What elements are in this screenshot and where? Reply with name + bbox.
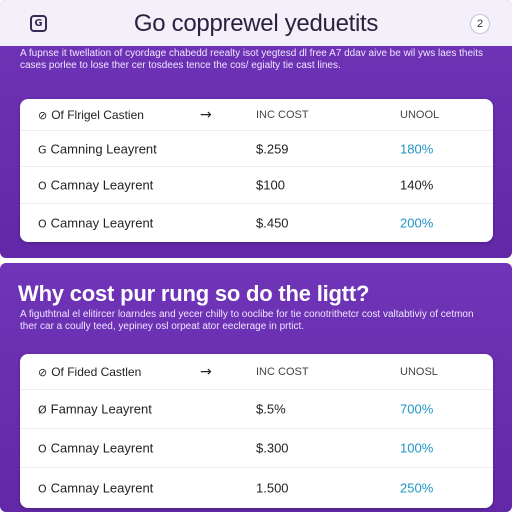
table-row[interactable]: O Camnay Leayrent 1.500 250% <box>20 468 493 508</box>
row-cost: $.450 <box>256 215 289 231</box>
row-name-cell: G Camning Leayrent <box>38 141 157 156</box>
column-header-name-label: Of Fided Castlen <box>51 364 142 379</box>
row-marker[interactable]: G <box>38 143 47 156</box>
row-name: Camnay Leayrent <box>50 215 154 231</box>
column-header-name[interactable]: ⊘ Of Flrigel Castien <box>38 108 144 122</box>
row-cost: $.300 <box>256 440 289 456</box>
row-pct: 140% <box>400 177 434 193</box>
row-name: Camnay Leayrent <box>50 440 154 456</box>
app-header: G Go copprewel yeduetits 2 <box>0 0 512 46</box>
row-marker[interactable]: Ø <box>38 403 47 417</box>
row-name-cell: O Camnay Leayrent <box>38 178 153 193</box>
row-cost: $100 <box>256 177 285 193</box>
row-name-cell: O Camnay Leayrent <box>38 481 153 496</box>
row-marker[interactable]: O <box>38 442 47 456</box>
row-cost: $.259 <box>256 141 289 156</box>
row-name-cell: Ø Famnay Leayrent <box>38 402 152 417</box>
cost-table: ⊘ Of Flrigel Castien → INC COST UNOOL G Ca… <box>20 99 493 242</box>
table-header-row: ⊘ Of Fided Castlen → INC COST UNOSL <box>20 354 493 390</box>
arrow-right-icon: → <box>200 106 212 123</box>
column-header-name[interactable]: ⊘ Of Fided Castlen <box>38 365 141 379</box>
row-name: Camnay Leayrent <box>50 177 154 193</box>
radio-icon: ⊘ <box>38 365 48 379</box>
section-heading: Why cost pur rung so do the ligtt? <box>18 281 370 306</box>
column-header-cost: INC COST <box>256 365 309 378</box>
row-pct: 100% <box>400 440 434 456</box>
bottom-panel: Why cost pur rung so do the ligtt? A fig… <box>0 263 512 512</box>
table-row[interactable]: Ø Famnay Leayrent $.5% 700% <box>20 390 493 429</box>
column-header-name-label: Of Flrigel Castien <box>51 107 144 122</box>
row-pct: 700% <box>400 401 434 417</box>
row-name: Camnay Leayrent <box>50 480 154 496</box>
row-cost: 1.500 <box>256 480 289 496</box>
intro-paragraph: A fupnse it twellation of cyordage chabe… <box>20 48 484 71</box>
row-pct: 200% <box>400 215 434 231</box>
radio-icon: ⊘ <box>38 108 48 122</box>
row-marker[interactable]: O <box>38 217 47 231</box>
table-row[interactable]: O Camnay Leayrent $.300 100% <box>20 429 493 468</box>
app-logo-icon[interactable]: G <box>30 15 47 32</box>
row-marker[interactable]: O <box>38 179 47 193</box>
row-name-cell: O Camnay Leayrent <box>38 216 153 231</box>
arrow-right-icon: → <box>200 363 212 380</box>
table-row[interactable]: O Camnay Leayrent $.450 200% <box>20 204 493 242</box>
table-header-row: ⊘ Of Flrigel Castien → INC COST UNOOL <box>20 99 493 131</box>
row-name-cell: O Camnay Leayrent <box>38 441 153 456</box>
column-header-pct: UNOSL <box>400 365 438 378</box>
row-name: Famnay Leayrent <box>50 401 152 417</box>
row-pct: 180% <box>400 141 434 156</box>
page-title: Go copprewel yeduetits <box>133 10 379 37</box>
table-row[interactable]: O Camnay Leayrent $100 140% <box>20 167 493 204</box>
column-header-pct: UNOOL <box>400 108 440 121</box>
row-name: Camning Leayrent <box>50 141 157 156</box>
help-button[interactable]: 2 <box>470 14 490 34</box>
row-cost: $.5% <box>256 401 286 417</box>
cost-table: ⊘ Of Fided Castlen → INC COST UNOSL Ø Famn… <box>20 354 493 508</box>
row-marker[interactable]: O <box>38 482 47 496</box>
row-pct: 250% <box>400 480 434 496</box>
top-panel: G Go copprewel yeduetits 2 A fupnse it t… <box>0 0 512 258</box>
section-intro-paragraph: A figuthtnal el elitircer loarndes and y… <box>20 309 474 332</box>
column-header-cost: INC COST <box>256 108 309 121</box>
table-row[interactable]: G Camning Leayrent $.259 180% <box>20 131 493 167</box>
